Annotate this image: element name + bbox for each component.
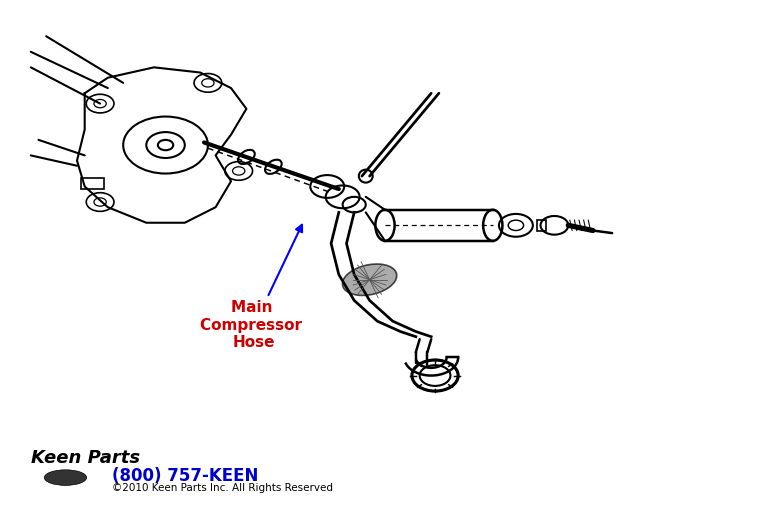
Text: (800) 757-KEEN: (800) 757-KEEN	[112, 467, 258, 484]
Text: ©2010 Keen Parts Inc. All Rights Reserved: ©2010 Keen Parts Inc. All Rights Reserve…	[112, 483, 333, 493]
Text: Main 
Compressor 
Hose: Main Compressor Hose	[200, 225, 308, 350]
Ellipse shape	[343, 264, 397, 295]
Text: Keen Parts: Keen Parts	[31, 450, 140, 467]
Ellipse shape	[45, 470, 86, 485]
